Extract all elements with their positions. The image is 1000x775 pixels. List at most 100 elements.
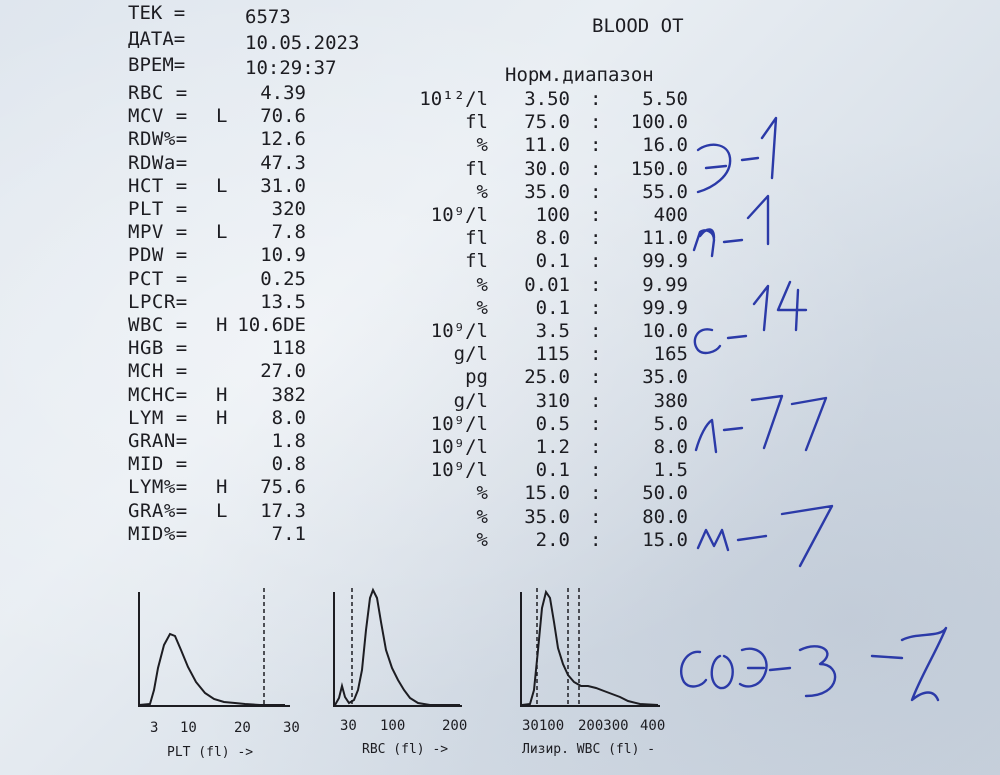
row-range-low: 3.5 (535, 320, 570, 342)
row-range-low: 11.0 (524, 134, 570, 156)
row-range-high: 15.0 (642, 529, 688, 551)
rbc-tick-label: 200 (442, 718, 468, 734)
row-range-separator: : (590, 320, 602, 342)
row-range-separator: : (590, 274, 602, 296)
hw-s-letter (693, 328, 722, 355)
rbc-tick-label: 30 (340, 718, 357, 734)
row-range-low: 0.1 (535, 297, 570, 319)
plt-tick-label: 20 (234, 720, 251, 736)
wbc-caption: Лизир. WBC (fl) - (522, 742, 656, 757)
row-unit: % (476, 181, 488, 203)
row-label: RDW%= (128, 128, 188, 150)
hw-signature (900, 626, 948, 702)
row-label: PDW = (128, 244, 188, 266)
row-range-high: 55.0 (642, 181, 688, 203)
row-flag: L (216, 175, 228, 197)
row-range-separator: : (590, 134, 602, 156)
row-value: 7.8 (271, 221, 306, 243)
plt-tick-label: 3 (150, 720, 159, 736)
row-label: HCT = (128, 175, 188, 197)
row-flag: L (216, 500, 228, 522)
row-unit: 10⁹/l (430, 436, 488, 458)
row-range-separator: : (590, 436, 602, 458)
row-label: LPCR= (128, 291, 188, 313)
row-value: 1.8 (271, 430, 306, 452)
row-range-high: 400 (653, 204, 688, 226)
row-range-separator: : (590, 297, 602, 319)
row-range-low: 30.0 (524, 158, 570, 180)
row-label: MPV = (128, 221, 188, 243)
row-range-separator: : (590, 88, 602, 110)
row-label: RDWa= (128, 152, 188, 174)
hw-soe-letters (679, 650, 708, 688)
row-unit: pg (465, 366, 488, 388)
row-range-separator: : (590, 111, 602, 133)
row-range-high: 380 (653, 390, 688, 412)
row-range-separator: : (590, 413, 602, 435)
row-range-separator: : (590, 343, 602, 365)
row-value: 47.3 (260, 152, 306, 174)
row-range-separator: : (590, 390, 602, 412)
row-range-low: 2.0 (535, 529, 570, 551)
row-range-low: 115 (535, 343, 570, 365)
row-range-high: 10.0 (642, 320, 688, 342)
row-value: 118 (271, 337, 306, 359)
wbc-histogram (520, 588, 660, 707)
row-value: 75.6 (260, 476, 306, 498)
row-flag: H (216, 407, 228, 429)
hw-e-letter (696, 143, 732, 194)
row-range-separator: : (590, 181, 602, 203)
row-range-low: 35.0 (524, 181, 570, 203)
row-value: 12.6 (260, 128, 306, 150)
handwritten-notes (679, 116, 948, 702)
row-range-separator: : (590, 227, 602, 249)
row-unit: % (476, 274, 488, 296)
row-flag: L (216, 221, 228, 243)
row-range-low: 0.1 (535, 250, 570, 272)
row-range-high: 80.0 (642, 506, 688, 528)
row-range-high: 99.9 (642, 250, 688, 272)
row-range-separator: : (590, 459, 602, 481)
row-value: 17.3 (260, 500, 306, 522)
row-value: 4.39 (260, 82, 306, 104)
row-label: MCHC= (128, 384, 188, 406)
row-range-low: 75.0 (524, 111, 570, 133)
row-unit: % (476, 529, 488, 551)
row-range-low: 100 (535, 204, 570, 226)
tek-value: 6573 (245, 6, 291, 28)
row-unit: % (476, 482, 488, 504)
row-unit: fl (465, 250, 488, 272)
row-value: 10.9 (260, 244, 306, 266)
time-label: ВРЕМ= (128, 54, 186, 76)
row-value: 320 (271, 198, 306, 220)
row-range-high: 11.0 (642, 227, 688, 249)
row-range-separator: : (590, 506, 602, 528)
row-label: PLT = (128, 198, 188, 220)
wbc-tick-label: 200300 (578, 718, 629, 734)
row-unit: 10⁹/l (430, 204, 488, 226)
plt-caption: PLT (fl) -> (167, 745, 254, 760)
row-range-high: 5.0 (653, 413, 688, 435)
row-range-high: 99.9 (642, 297, 688, 319)
row-label: MID = (128, 453, 188, 475)
row-range-low: 0.1 (535, 459, 570, 481)
norm-range-title: Норм.диапазон (505, 64, 654, 86)
row-value: 7.1 (271, 523, 306, 545)
row-range-separator: : (590, 366, 602, 388)
hw-l-letter (694, 418, 718, 454)
row-range-high: 9.99 (642, 274, 688, 296)
row-unit: fl (465, 111, 488, 133)
row-range-high: 16.0 (642, 134, 688, 156)
row-range-separator: : (590, 529, 602, 551)
row-label: HGB = (128, 337, 188, 359)
row-unit: 10⁹/l (430, 413, 488, 435)
wbc-tick-label: 400 (640, 718, 666, 734)
row-range-separator: : (590, 158, 602, 180)
row-unit: % (476, 506, 488, 528)
row-value: 10.6DE (237, 314, 306, 336)
row-value: 13.5 (260, 291, 306, 313)
row-label: MCV = (128, 105, 188, 127)
row-value: 70.6 (260, 105, 306, 127)
row-label: LYM%= (128, 476, 188, 498)
row-value: 27.0 (260, 360, 306, 382)
